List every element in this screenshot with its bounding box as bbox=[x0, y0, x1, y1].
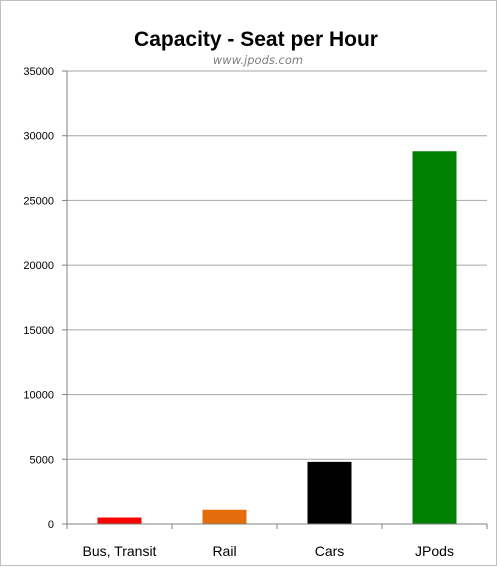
y-tick-label: 35000 bbox=[23, 66, 54, 78]
chart-title: Capacity - Seat per Hour bbox=[134, 28, 378, 51]
y-tick-label: 25000 bbox=[23, 195, 54, 207]
chart-subtitle: www.jpods.com bbox=[213, 53, 303, 67]
y-tick-label: 5000 bbox=[30, 454, 54, 466]
bar bbox=[202, 509, 247, 524]
bar bbox=[412, 151, 457, 524]
bar bbox=[307, 461, 352, 524]
y-tick-label: 20000 bbox=[23, 260, 54, 272]
y-tick-label: 30000 bbox=[23, 131, 54, 143]
y-axis: 0 5000 10000 15000 20000 25000 30000 35000 bbox=[23, 66, 68, 531]
y-tick-label: 0 bbox=[48, 519, 54, 531]
bar bbox=[97, 517, 142, 524]
x-tick-label: Bus, Transit bbox=[83, 543, 157, 559]
x-tick-label: JPods bbox=[415, 543, 454, 559]
y-tick-label: 10000 bbox=[23, 390, 54, 402]
y-tick-label: 15000 bbox=[23, 325, 54, 337]
x-tick-label: Cars bbox=[315, 543, 345, 559]
bars bbox=[97, 151, 457, 524]
x-axis: Bus, Transit Rail Cars JPods bbox=[66, 523, 488, 559]
gridlines bbox=[67, 70, 487, 460]
x-tick-label: Rail bbox=[212, 543, 236, 559]
